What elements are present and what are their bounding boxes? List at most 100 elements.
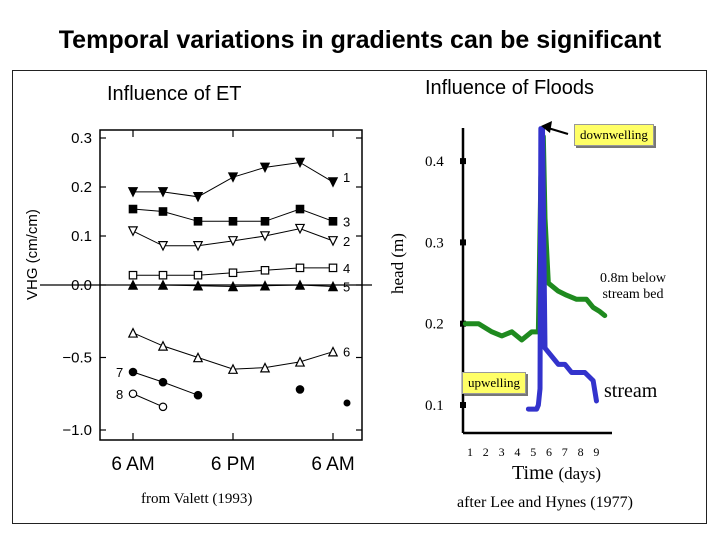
vhg-point <box>227 280 239 292</box>
vhg-point <box>328 217 338 226</box>
time-xlabel-main: Time <box>512 462 554 484</box>
vhg-point <box>192 351 204 363</box>
time-xlabel-unit: (days) <box>558 464 601 483</box>
vhg-point <box>343 399 351 407</box>
downwelling-arrowhead <box>541 121 552 133</box>
head-xtick-label: 6 <box>546 445 552 459</box>
vhg-point <box>328 263 338 273</box>
vhg-point <box>327 280 339 292</box>
vhg-point <box>327 177 339 188</box>
vhg-point <box>158 207 168 216</box>
vhg-point <box>193 270 203 280</box>
vhg-series-label: 5 <box>343 279 350 294</box>
vhg-point <box>158 377 168 387</box>
vhg-ytick-label: 0.3 <box>71 130 92 147</box>
vhg-point <box>192 192 204 203</box>
vhg-point <box>295 204 305 214</box>
vhg-ytick-label: 0.1 <box>71 228 92 245</box>
head-xtick-label: 5 <box>530 445 536 459</box>
stream-label: stream <box>604 380 658 402</box>
vhg-series-label: 4 <box>343 261 350 276</box>
vhg-series-label: 7 <box>116 365 123 380</box>
vhg-series-label: 6 <box>343 345 350 360</box>
head-xtick-label: 8 <box>578 445 584 459</box>
vhg-point <box>127 327 139 338</box>
head-ytick <box>460 158 466 165</box>
vhg-point <box>327 346 339 357</box>
vhg-point <box>157 340 169 351</box>
vhg-series-label: 2 <box>343 234 350 249</box>
content-frame <box>12 70 707 524</box>
vhg-point <box>260 217 270 226</box>
vhg-point <box>295 385 305 394</box>
vhg-point <box>227 363 239 374</box>
vhg-point <box>157 187 169 198</box>
head-ytick-label: 0.3 <box>425 235 444 251</box>
head-xtick-label: 9 <box>593 445 599 459</box>
vhg-point <box>228 268 238 278</box>
head-xtick-label: 3 <box>499 445 505 459</box>
slide-title: Temporal variations in gradients can be … <box>58 26 662 54</box>
time-xlabel: Time (days) <box>512 462 601 485</box>
vhg-point <box>228 217 238 226</box>
left-section-title: Influence of ET <box>107 83 242 105</box>
vhg-point <box>193 390 203 400</box>
vhg-point <box>294 356 306 367</box>
vhg-point <box>128 389 138 399</box>
vhg-point <box>294 157 306 169</box>
vhg-point <box>192 280 204 291</box>
vhg-xtick-label: 6 PM <box>211 454 255 475</box>
head-ytick-label: 0.1 <box>425 398 444 414</box>
vhg-point <box>127 187 139 198</box>
vhg-point <box>259 362 271 373</box>
vhg-xtick-label: 6 AM <box>111 454 154 475</box>
vhg-ytick-label: 0.2 <box>71 179 92 196</box>
vhg-point <box>158 270 168 280</box>
vhg-point <box>227 236 239 247</box>
vhg-point <box>128 204 138 214</box>
vhg-point <box>128 367 138 377</box>
downwelling-callout: downwelling <box>574 124 654 146</box>
vhg-series-label: 1 <box>343 170 350 185</box>
vhg-point <box>294 279 306 290</box>
vhg-point <box>192 241 204 252</box>
downwelling-arrow <box>547 127 569 135</box>
upwelling-callout: upwelling <box>462 372 526 394</box>
vhg-point <box>327 236 339 247</box>
vhg-point <box>294 223 306 235</box>
head-ytick <box>460 402 466 408</box>
vhg-point <box>157 241 169 252</box>
vhg-series-label: 8 <box>116 387 123 402</box>
vhg-point <box>193 217 203 226</box>
vhg-point <box>128 270 138 280</box>
stream-series-line <box>525 126 599 412</box>
right-section-title: Influence of Floods <box>425 77 594 99</box>
head-xtick-label: 7 <box>562 445 568 459</box>
vhg-point <box>127 226 139 237</box>
vhg-point <box>295 263 305 273</box>
vhg-point <box>259 162 271 173</box>
vhg-point <box>127 279 139 290</box>
vhg-ytick-label: −0.5 <box>62 350 92 367</box>
vhg-point <box>260 266 270 275</box>
below-bed-label: 0.8m below stream bed <box>599 271 667 302</box>
vhg-ytick-label: −1.0 <box>62 422 92 439</box>
head-ytick-label: 0.2 <box>425 317 444 333</box>
vhg-point <box>157 279 169 290</box>
vhg-xtick-label: 6 AM <box>311 454 354 475</box>
vhg-point <box>259 280 271 291</box>
head-ylabel: head (m) <box>388 233 407 294</box>
left-source: from Valett (1993) <box>141 491 253 507</box>
right-source: after Lee and Hynes (1977) <box>457 494 633 511</box>
head-xtick-label: 2 <box>483 445 489 459</box>
vhg-series-line <box>132 393 164 408</box>
head-ytick-label: 0.4 <box>425 154 444 170</box>
vhg-series-label: 3 <box>343 214 350 229</box>
head-xtick-label: 1 <box>467 445 473 459</box>
vhg-ytick-label: 0.0 <box>71 277 92 294</box>
vhg-point <box>259 231 271 242</box>
head-ytick <box>460 239 466 246</box>
head-xtick-label: 4 <box>514 445 520 459</box>
